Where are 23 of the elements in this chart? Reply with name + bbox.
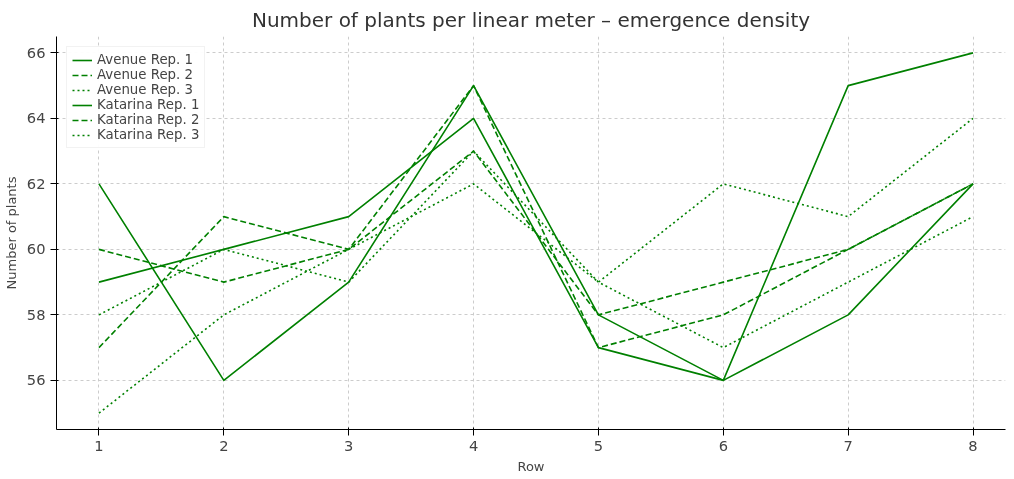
y-tick-label: 58 — [26, 305, 46, 323]
x-tick-label: 4 — [468, 436, 479, 454]
y-axis-title: Number of plants — [3, 176, 19, 290]
legend-label: Avenue Rep. 2 — [97, 67, 194, 82]
x-tick-label: 8 — [968, 436, 978, 454]
x-tick-label: 2 — [219, 436, 229, 454]
x-tick-label: 6 — [718, 436, 728, 454]
y-tick-label: 60 — [26, 240, 46, 258]
x-axis-title: Row — [517, 458, 545, 474]
legend-label: Katarina Rep. 1 — [97, 97, 200, 112]
legend-label: Avenue Rep. 3 — [97, 82, 194, 97]
y-tick-label: 56 — [26, 371, 46, 389]
y-tick-label: 62 — [26, 174, 46, 192]
y-tick-label: 64 — [26, 109, 46, 127]
x-tick-label: 3 — [344, 436, 354, 454]
chart-title: Number of plants per linear meter – emergence density — [251, 7, 811, 32]
x-tick-label: 5 — [593, 436, 604, 454]
legend-label: Avenue Rep. 1 — [97, 52, 194, 67]
legend-label: Katarina Rep. 2 — [97, 112, 200, 127]
y-tick-label: 66 — [26, 43, 46, 61]
legend-label: Katarina Rep. 3 — [97, 127, 200, 142]
x-tick-label: 1 — [94, 436, 104, 454]
x-tick-label: 7 — [843, 436, 853, 454]
